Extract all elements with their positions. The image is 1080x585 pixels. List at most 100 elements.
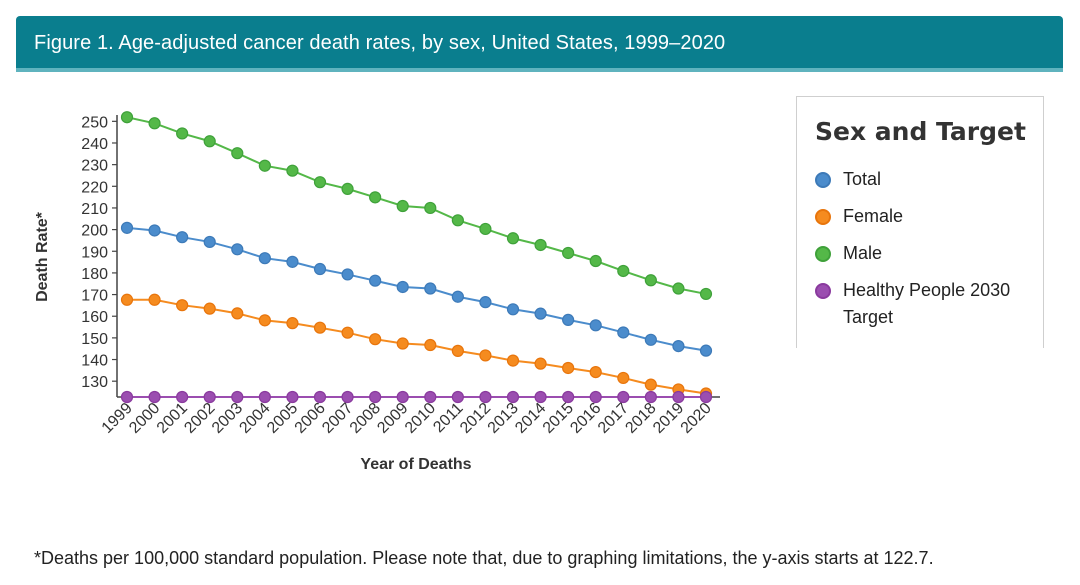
data-point-total [120,221,134,234]
series-line-total [126,226,707,352]
data-point-female [176,299,189,312]
data-point-female [231,307,244,320]
data-point-total [176,231,189,244]
data-point-male [203,135,216,148]
x-tick-label: 1999 [99,400,136,437]
x-tick-label: 2005 [264,400,301,437]
legend-label-male: Male [843,243,883,263]
data-point-healthy-people-2030-target [451,390,464,404]
legend-item-male[interactable]: Male [815,243,1033,267]
data-point-total [258,252,271,265]
x-tick-label: 2006 [292,400,329,437]
data-point-male [313,176,327,189]
x-tick-label: 2004 [236,400,273,437]
x-tick-label: 2008 [347,400,384,437]
data-point-total [672,340,685,353]
x-tick-label: 2014 [512,400,549,437]
data-point-male [424,201,437,215]
data-point-total [699,344,713,357]
data-point-healthy-people-2030-target [617,390,630,404]
data-point-male [617,264,630,278]
data-point-total [617,326,630,339]
y-tick-label: 240 [81,136,108,153]
data-point-male [369,191,382,204]
data-point-healthy-people-2030-target [341,390,354,404]
data-point-healthy-people-2030-target [562,390,575,404]
data-point-total [506,303,520,316]
data-point-male [148,117,161,130]
x-tick-label: 2009 [374,400,411,437]
data-point-female [369,333,382,346]
data-point-female [617,371,630,385]
legend-label-female: Female [843,206,904,226]
legend-dot-target [815,283,831,299]
legend-item-target[interactable]: Healthy People 2030 Target [815,280,1033,331]
y-tick-label: 140 [81,353,108,370]
x-tick-label: 2010 [402,400,439,437]
legend-label-target: Healthy People 2030 Target [843,280,1011,327]
data-point-male [534,238,547,252]
data-point-female [506,354,520,367]
data-point-female [644,378,657,391]
x-tick-label: 2019 [650,400,687,437]
y-tick-label: 190 [81,244,108,261]
y-tick-label: 230 [81,158,108,175]
data-point-total [231,243,244,256]
x-tick-label: 2017 [595,400,632,437]
data-point-total [562,313,575,327]
x-tick-label: 2015 [540,400,577,437]
y-tick-label: 210 [81,201,108,218]
data-point-healthy-people-2030-target [120,390,134,404]
figure-title: Figure 1. Age-adjusted cancer death rate… [34,32,726,54]
data-point-male [699,287,713,301]
legend-item-total[interactable]: Total [815,169,1033,193]
data-point-total [396,280,409,294]
data-point-total [644,333,657,346]
y-tick-label: 250 [81,114,108,131]
x-tick-label: 2000 [126,400,163,437]
data-point-total [148,224,161,237]
data-point-total [424,282,437,295]
series-line-female [127,298,707,395]
data-point-male [506,232,520,245]
data-point-female [258,314,271,327]
data-point-healthy-people-2030-target [479,390,492,404]
data-point-female [396,337,409,350]
data-point-healthy-people-2030-target [699,390,713,404]
data-point-female [341,326,354,339]
data-point-female [562,361,575,375]
data-point-female [534,357,547,370]
data-point-healthy-people-2030-target [176,390,189,404]
data-point-total [451,290,464,303]
y-tick-label: 170 [81,288,108,305]
x-tick-label: 2012 [457,400,494,437]
data-point-healthy-people-2030-target [672,390,685,404]
figure-header: Figure 1. Age-adjusted cancer death rate… [16,16,1063,72]
data-point-male [286,164,299,177]
legend-dot-male [815,246,831,262]
data-point-healthy-people-2030-target [644,390,657,404]
data-point-total [313,262,327,276]
data-point-male [258,159,271,172]
legend-dot-total [815,172,831,188]
data-point-male [341,182,354,195]
data-point-total [369,274,382,287]
x-axis-label: Year of Deaths [360,456,471,473]
data-point-healthy-people-2030-target [506,390,520,404]
data-point-healthy-people-2030-target [231,390,244,404]
legend-item-female[interactable]: Female [815,206,1033,230]
footnote: *Deaths per 100,000 standard population.… [34,548,934,568]
legend-label-total: Total [843,169,882,189]
x-tick-label: 2007 [319,400,356,437]
x-tick-label: 2016 [567,400,604,437]
data-point-female [286,317,299,330]
data-point-healthy-people-2030-target [396,390,409,404]
x-tick-label: 2003 [209,400,246,437]
y-tick-label: 180 [81,266,108,283]
data-point-female [451,344,464,357]
x-tick-label: 2001 [154,400,191,437]
data-point-healthy-people-2030-target [148,390,161,404]
data-point-female [479,349,492,362]
data-point-female [313,321,327,334]
